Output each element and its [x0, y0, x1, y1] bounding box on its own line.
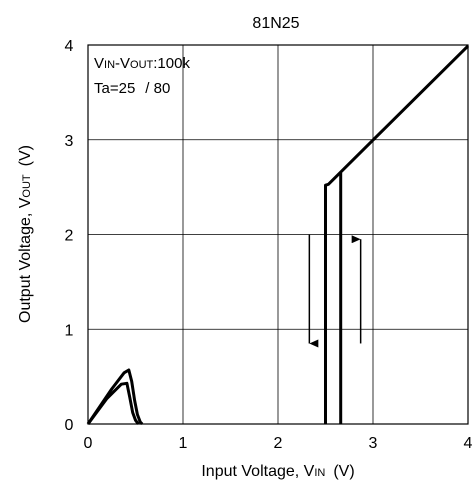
series-line-2 — [324, 44, 470, 424]
annotation-resistance: :100k — [153, 55, 190, 72]
temperature-ta: Ta=25 — [94, 80, 135, 97]
y-tick-label-2: 2 — [65, 228, 74, 245]
y-tick-label-4: 4 — [65, 38, 74, 55]
chart-title: 81N25 — [252, 15, 299, 32]
grid-lines — [88, 45, 468, 424]
x-tick-label-3: 3 — [369, 435, 378, 452]
y-tick-label-1: 1 — [65, 322, 74, 339]
y-tick-label-3: 3 — [65, 133, 74, 150]
y-axis-label-unit: (V) — [17, 145, 34, 166]
y-axis-label-sub: OUT — [21, 174, 33, 198]
x-axis-label-main: Input Voltage, V — [201, 463, 314, 480]
x-tick-label-0: 0 — [84, 435, 93, 452]
annotation-sub-out: OUT — [130, 59, 154, 71]
series-line-0 — [86, 381, 140, 425]
annotation-dash-v: -V — [115, 55, 130, 72]
x-axis-label-unit: (V) — [333, 463, 354, 480]
x-tick-label-4: 4 — [464, 435, 473, 452]
annotation-sub-in: IN — [104, 59, 115, 71]
temperature-annotation: Ta=25 / 80 — [94, 80, 170, 97]
direction-arrows — [308, 234, 362, 348]
x-tick-label-2: 2 — [274, 435, 283, 452]
condition-annotation: VIN-VOUT:100k — [94, 55, 190, 72]
series-line-1 — [86, 368, 144, 426]
data-series — [86, 44, 470, 426]
y-axis-label-main: Output Voltage, V — [17, 197, 34, 323]
tick-labels: 0 1 2 3 4 0 1 2 3 4 — [65, 38, 473, 452]
y-tick-label-0: 0 — [65, 417, 74, 434]
x-tick-label-1: 1 — [179, 435, 188, 452]
plot-frame — [87, 44, 469, 425]
y-axis-label: Output Voltage, VOUT (V) — [17, 145, 34, 323]
x-axis-label: Input Voltage, VIN (V) — [201, 463, 354, 480]
x-axis-label-sub: IN — [314, 467, 325, 479]
annotation-v: V — [94, 55, 104, 72]
temperature-other: / 80 — [145, 80, 170, 97]
